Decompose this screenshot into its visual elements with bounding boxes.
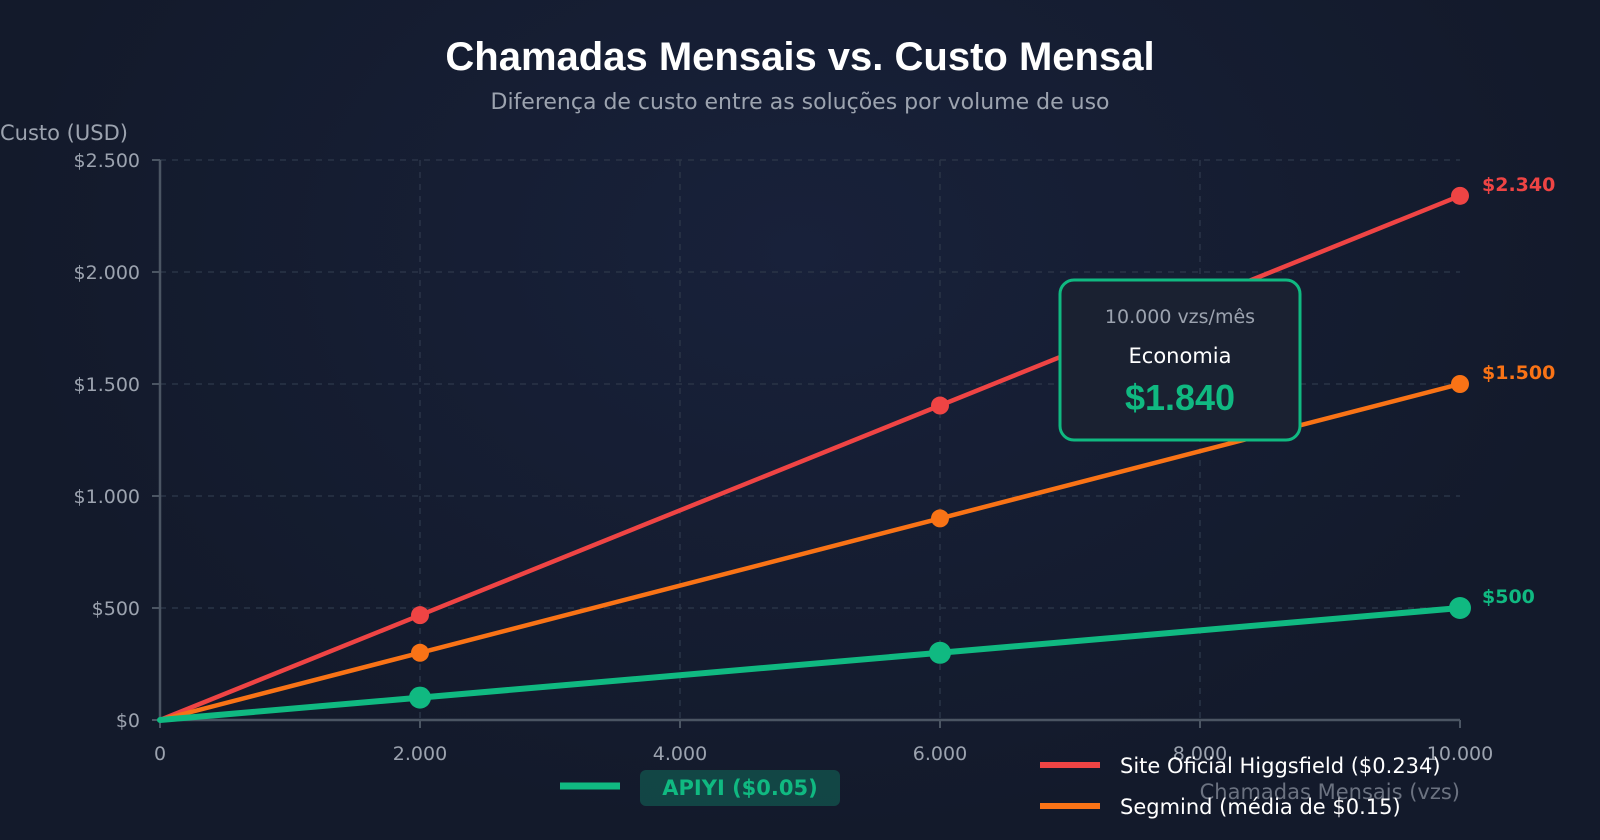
- y-tick-label-3: $1.500: [74, 374, 140, 396]
- x-axis-label: Chamadas Mensais (vzs): [1200, 780, 1460, 804]
- annotation-value: $1.840: [1125, 377, 1235, 418]
- legend-highlight-apiyi: [640, 770, 840, 806]
- legend-label-apiyi: APIYI ($0.05): [662, 776, 817, 800]
- data-point-higgsfield-2: [931, 396, 949, 415]
- annotation-label: Economia: [1129, 344, 1232, 368]
- x-tick-label-0: 0: [154, 743, 166, 765]
- series-line-higgsfield: [157, 193, 1463, 723]
- annotation-header: 10.000 vzs/mês: [1105, 306, 1255, 328]
- axes-layer: [158, 160, 1460, 722]
- data-point-segmind-3: [1451, 375, 1469, 393]
- y-tick-label-2: $1.000: [74, 486, 140, 508]
- data-point-apiyi-1: [409, 686, 431, 709]
- chart-subtitle: Diferença de custo entre as soluções por…: [491, 90, 1110, 115]
- y-tick-label-1: $500: [92, 598, 140, 620]
- series-layer: [157, 193, 1463, 723]
- annotation-box: [1058, 278, 1302, 442]
- data-point-higgsfield-3: [1451, 186, 1469, 205]
- y-tick-label-5: $2.500: [74, 150, 140, 172]
- series-line-segmind: [157, 381, 1463, 723]
- data-point-apiyi-3: [1449, 597, 1471, 619]
- end-label-segmind: $1.500: [1482, 362, 1555, 384]
- legend-label-higgsfield: Site Oficial Higgsfield ($0.234): [1120, 754, 1441, 778]
- chart-title: Chamadas Mensais vs. Custo Mensal: [445, 35, 1154, 79]
- y-tick-label-0: $0: [116, 710, 140, 732]
- points-layer: [409, 186, 1471, 709]
- x-tick-label-3: 6.000: [913, 743, 967, 765]
- savings-annotation: 10.000 vzs/mês Economia $1.840: [1058, 278, 1302, 442]
- data-point-segmind-2: [931, 509, 949, 528]
- series-line-apiyi: [157, 605, 1463, 723]
- ticks-layer: $0 $500 $1.000 $1.500 $2.000 $2.500 0 2.000 4.00…: [74, 150, 1494, 765]
- x-tick-label-1: 2.000: [393, 743, 447, 765]
- x-tick-label-4: 8.000: [1173, 743, 1227, 765]
- end-label-apiyi: $500: [1482, 586, 1535, 608]
- y-tick-label-4: $2.000: [74, 262, 140, 284]
- data-point-segmind-1: [411, 643, 429, 662]
- x-tick-label-2: 4.000: [653, 743, 707, 765]
- x-tick-label-5: 10.000: [1427, 743, 1493, 765]
- data-point-higgsfield-1: [411, 606, 429, 625]
- end-label-higgsfield: $2.340: [1482, 174, 1555, 196]
- data-point-apiyi-2: [929, 641, 951, 664]
- y-axis-label: Custo (USD): [0, 121, 128, 145]
- legend-label-segmind: Segmind (média de $0.15): [1120, 795, 1401, 819]
- legend: APIYI ($0.05) Site Oficial Higgsfield ($…: [560, 754, 1441, 819]
- end-labels-layer: $2.340 $1.500 $500: [1482, 174, 1555, 608]
